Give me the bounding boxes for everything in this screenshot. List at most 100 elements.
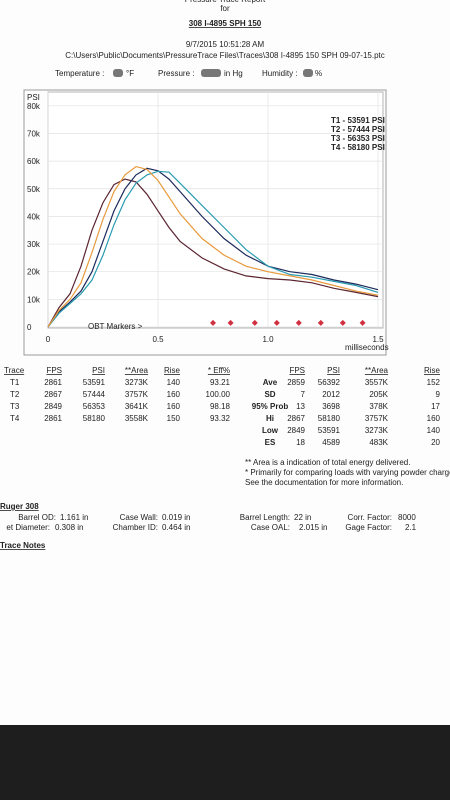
table-cell: 160	[167, 390, 181, 399]
field-label: et Diameter:	[6, 523, 50, 532]
field-label: Barrel Length:	[240, 513, 290, 522]
table-cell: 57444	[83, 390, 106, 399]
table-cell: 20	[431, 438, 440, 447]
obt-marker	[251, 319, 258, 326]
legend-entry: T1 - 53591 PSI	[331, 116, 385, 125]
field-value: 0.019 in	[162, 513, 190, 522]
obt-marker	[295, 319, 302, 326]
table-cell: 3273K	[365, 426, 389, 435]
obt-marker	[273, 319, 280, 326]
y-tick-label: 30k	[27, 240, 41, 249]
field-label: Chamber ID:	[113, 523, 158, 532]
redaction	[303, 69, 313, 77]
field-value: 2.1	[405, 523, 417, 532]
stat-label: 95% Prob	[252, 402, 289, 411]
table-cell: 2867	[287, 414, 305, 423]
field-value: 0.464 in	[162, 523, 190, 532]
table-cell: 9	[436, 390, 441, 399]
y-tick-label: 20k	[27, 268, 41, 277]
table-cell: 100.00	[206, 390, 231, 399]
y-tick-label: 80k	[27, 102, 41, 111]
table-cell: 7	[301, 390, 306, 399]
table-cell: 152	[427, 378, 441, 387]
table-cell: T4	[10, 414, 20, 423]
field-label: Barrel OD:	[18, 513, 56, 522]
obt-marker	[317, 319, 324, 326]
table-cell: 2849	[287, 426, 305, 435]
legend-entry: T2 - 57444 PSI	[331, 125, 385, 134]
y-axis-label: PSI	[27, 93, 40, 102]
table-cell: 17	[431, 402, 440, 411]
y-tick-label: 70k	[27, 129, 41, 138]
table-header: **Area	[365, 366, 389, 375]
table-header: FPS	[46, 366, 62, 375]
y-tick-label: 40k	[27, 212, 41, 221]
stat-label: Hi	[266, 414, 274, 423]
report-title: Pressure Trace Report	[185, 0, 266, 4]
y-tick-label: 50k	[27, 185, 41, 194]
table-cell: 2867	[44, 390, 62, 399]
table-header: **Area	[125, 366, 149, 375]
field-value: 1.161 in	[60, 513, 88, 522]
table-cell: 3641K	[125, 402, 149, 411]
redaction	[113, 69, 123, 77]
table-header: Rise	[164, 366, 181, 375]
stat-label: ES	[265, 438, 276, 447]
condition-unit: °F	[126, 69, 134, 78]
table-cell: 93.32	[210, 414, 231, 423]
annotation: OBT Markers >	[88, 322, 143, 331]
table-cell: 13	[296, 402, 305, 411]
table-cell: 3757K	[125, 390, 149, 399]
table-cell: 3273K	[125, 378, 149, 387]
table-cell: 2861	[44, 378, 62, 387]
table-cell: 205K	[369, 390, 388, 399]
condition-label: Humidity :	[262, 69, 298, 78]
table-cell: 58180	[83, 414, 106, 423]
redaction	[201, 69, 221, 77]
report-heading: 308 I-4895 SPH 150	[189, 19, 262, 28]
for-label: for	[220, 4, 230, 13]
legend-entry: T4 - 58180 PSI	[331, 143, 385, 152]
field-value: 8000	[398, 513, 416, 522]
table-cell: 18	[296, 438, 305, 447]
table-header: PSI	[327, 366, 340, 375]
field-label: Case Wall:	[120, 513, 158, 522]
table-cell: T1	[10, 378, 20, 387]
obt-marker	[227, 319, 234, 326]
table-cell: 2859	[287, 378, 305, 387]
table-cell: 140	[427, 426, 441, 435]
condition-label: Temperature :	[55, 69, 104, 78]
condition-label: Pressure :	[158, 69, 194, 78]
bottom-bar	[0, 725, 450, 800]
table-cell: 140	[167, 378, 181, 387]
condition-unit: in Hg	[224, 69, 243, 78]
table-cell: 378K	[369, 402, 388, 411]
table-cell: 4589	[322, 438, 340, 447]
condition-unit: %	[315, 69, 322, 78]
x-tick-label: 1.0	[262, 335, 274, 344]
table-cell: 160	[427, 414, 441, 423]
y-tick-label: 0	[27, 323, 32, 332]
rifle-name: Ruger 308	[0, 502, 39, 511]
trace-line	[47, 165, 379, 328]
table-header: * Eff%	[208, 366, 230, 375]
note: See the documentation for more informati…	[245, 478, 403, 487]
table-cell: 56392	[318, 378, 341, 387]
table-cell: T2	[10, 390, 20, 399]
legend-entry: T3 - 56353 PSI	[331, 134, 385, 143]
table-cell: 483K	[369, 438, 388, 447]
plot-area	[47, 91, 384, 329]
chart-frame	[23, 89, 387, 356]
table-cell: 53591	[83, 378, 106, 387]
table-cell: 53591	[318, 426, 341, 435]
table-cell: 56353	[83, 402, 106, 411]
trace-line	[47, 167, 379, 328]
table-cell: 3557K	[365, 378, 389, 387]
field-value: 2.015 in	[299, 523, 327, 532]
table-header: Trace	[4, 366, 25, 375]
x-tick-label: 0.5	[152, 335, 164, 344]
x-tick-label: 1.5	[372, 335, 384, 344]
table-header: FPS	[289, 366, 305, 375]
